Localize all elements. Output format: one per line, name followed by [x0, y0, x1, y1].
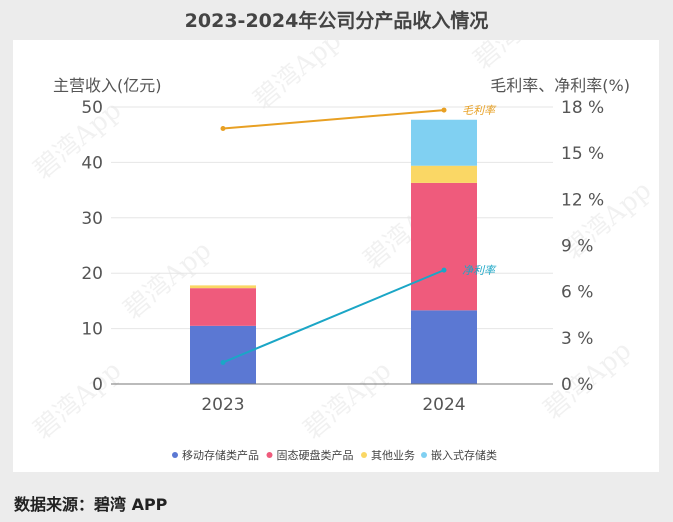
y-right-axis-label: 毛利率、净利率(%)	[490, 76, 630, 95]
line-series	[222, 109, 445, 130]
line-series	[222, 269, 445, 364]
page-title: 2023-2024年公司分产品收入情况	[184, 10, 489, 32]
bar-segment	[190, 288, 256, 326]
legend-label: 其他业务	[371, 449, 415, 462]
y-left-tick-label: 30	[81, 209, 103, 229]
y-left-axis-label: 主营收入(亿元)	[53, 76, 162, 95]
y-right-tick-label: 9 %	[561, 237, 593, 257]
y-left-tick-label: 50	[81, 98, 103, 118]
watermark-text: 碧湾App	[28, 355, 127, 445]
y-right-tick-label: 0 %	[561, 375, 593, 395]
bar-segment	[190, 325, 256, 384]
legend-marker	[421, 452, 427, 458]
watermark-text: 碧湾App	[28, 95, 127, 185]
line-point	[441, 107, 447, 113]
y-right-tick-label: 15 %	[561, 144, 604, 164]
line-series-label: 净利率	[462, 264, 497, 277]
bar-segment	[411, 182, 477, 311]
source-label: 数据来源：碧湾 APP	[14, 495, 168, 514]
watermark-text: 碧湾App	[248, 40, 347, 115]
legend-label: 移动存储类产品	[182, 448, 259, 462]
legend-marker	[361, 452, 367, 458]
grid-lines	[111, 106, 553, 330]
legend-label: 嵌入式存储类	[431, 448, 497, 462]
y-right-tick-label: 3 %	[561, 329, 593, 349]
bars-layer	[190, 119, 477, 384]
y-right-tick-label: 18 %	[561, 98, 604, 118]
line-point	[220, 359, 226, 365]
y-left-tick-label: 40	[81, 153, 103, 173]
y-right-tick-label: 12 %	[561, 190, 604, 210]
y-left-tick-label: 10	[81, 320, 103, 340]
line-point	[441, 267, 447, 273]
watermark-text: 碧湾App	[468, 40, 567, 75]
chart-panel: 碧湾App 碧湾App 碧湾App 碧湾App 碧湾App 碧湾App 碧湾App 碧湾App…	[13, 40, 659, 472]
y-right-tick-label: 6 %	[561, 283, 593, 303]
axes-layer: 0 10 20 30 40 50 0 % 3 % 6 % 9 % 12 % 15 % 18 % 2023 2…	[53, 76, 630, 415]
legend-marker	[172, 452, 178, 458]
x-tick-label: 2024	[422, 395, 465, 415]
bar-segment	[411, 165, 477, 183]
line-point	[220, 126, 226, 132]
legend-label: 固态硬盘类产品	[277, 448, 354, 462]
y-left-tick-label: 20	[81, 264, 103, 284]
bar-segment	[411, 310, 477, 384]
bar-segment	[411, 119, 477, 166]
legend-marker	[266, 452, 273, 458]
legend: 移动存储类产品 固态硬盘类产品 其他业务 嵌入式存储类	[172, 448, 497, 462]
y-left-tick-label: 0	[92, 375, 103, 395]
x-tick-label: 2023	[201, 395, 244, 415]
bar-segment	[190, 285, 256, 289]
line-series-label: 毛利率	[462, 104, 497, 117]
watermark-text: 碧湾App	[298, 355, 397, 445]
